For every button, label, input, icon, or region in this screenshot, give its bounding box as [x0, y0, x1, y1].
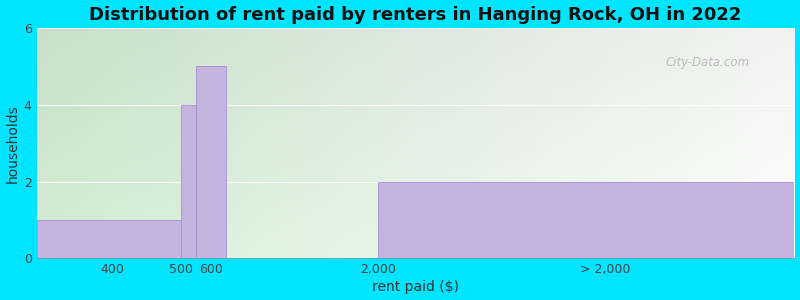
- Y-axis label: households: households: [6, 104, 19, 182]
- Title: Distribution of rent paid by renters in Hanging Rock, OH in 2022: Distribution of rent paid by renters in …: [90, 6, 742, 24]
- Text: City-Data.com: City-Data.com: [666, 56, 750, 69]
- Bar: [196, 66, 226, 258]
- Bar: [378, 182, 794, 258]
- Bar: [37, 220, 181, 258]
- Bar: [181, 105, 196, 258]
- X-axis label: rent paid ($): rent paid ($): [372, 280, 459, 294]
